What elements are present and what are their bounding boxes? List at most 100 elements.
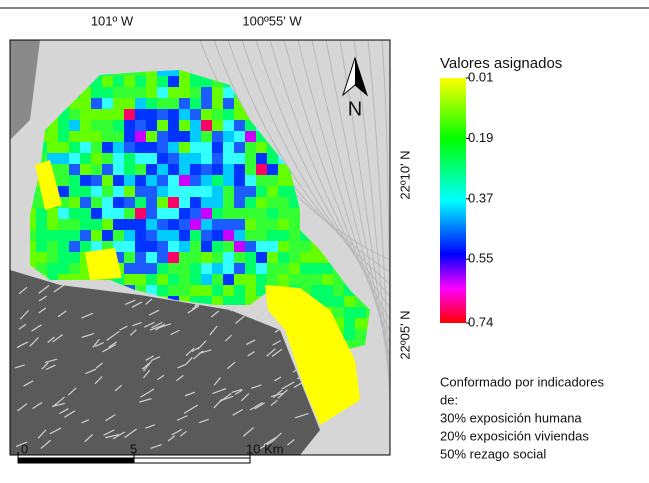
city-block <box>179 230 191 242</box>
city-block <box>267 230 279 242</box>
scale-label: 5 <box>130 441 137 456</box>
city-block <box>245 285 257 297</box>
city-block <box>278 252 290 264</box>
city-block <box>124 186 136 198</box>
city-block <box>190 87 202 99</box>
legend-title: Valores asignados <box>440 55 562 72</box>
city-block <box>223 252 235 264</box>
city-block <box>91 197 103 209</box>
city-block <box>212 285 224 297</box>
city-block <box>212 219 224 231</box>
city-block <box>80 164 92 176</box>
city-block <box>201 241 213 253</box>
city-block <box>201 164 213 176</box>
city-block <box>267 175 279 187</box>
city-block <box>102 87 114 99</box>
city-block <box>47 252 59 264</box>
color-bar <box>440 78 466 323</box>
city-block <box>135 142 147 154</box>
city-block <box>234 164 246 176</box>
city-block <box>69 263 81 275</box>
city-block <box>135 186 147 198</box>
city-block <box>256 274 268 286</box>
city-block <box>113 131 125 143</box>
city-block <box>91 142 103 154</box>
city-block <box>179 76 191 88</box>
city-block <box>135 219 147 231</box>
city-block <box>157 285 169 297</box>
city-block <box>223 142 235 154</box>
city-block <box>102 186 114 198</box>
city-block <box>91 87 103 99</box>
city-block <box>245 230 257 242</box>
city-block <box>212 263 224 275</box>
city-block <box>212 109 224 121</box>
city-block <box>168 230 180 242</box>
city-block <box>80 109 92 121</box>
city-block <box>234 230 246 242</box>
city-block <box>124 87 136 99</box>
city-block <box>212 153 224 165</box>
city-block <box>256 252 268 264</box>
city-block <box>179 263 191 275</box>
city-block <box>300 252 312 264</box>
city-block <box>289 263 301 275</box>
city-block <box>124 76 136 88</box>
city-block <box>201 274 213 286</box>
city-block <box>58 241 70 253</box>
city-block <box>135 131 147 143</box>
city-block <box>36 252 48 264</box>
city-block <box>355 329 367 341</box>
city-block <box>113 186 125 198</box>
city-block <box>245 186 257 198</box>
city-block <box>102 230 114 242</box>
city-block <box>47 230 59 242</box>
city-block <box>179 208 191 220</box>
city-block <box>146 87 158 99</box>
city-block <box>256 241 268 253</box>
city-block <box>113 175 125 187</box>
city-block <box>80 241 92 253</box>
city-block <box>212 142 224 154</box>
city-block <box>157 153 169 165</box>
city-block <box>234 175 246 187</box>
city-block <box>91 208 103 220</box>
city-block <box>146 120 158 132</box>
city-block <box>157 98 169 110</box>
city-block <box>245 197 257 209</box>
city-block <box>124 274 136 286</box>
city-block <box>289 219 301 231</box>
city-block <box>267 252 279 264</box>
city-block <box>124 142 136 154</box>
city-block <box>113 197 125 209</box>
city-block <box>102 109 114 121</box>
city-block <box>168 153 180 165</box>
city-block <box>102 98 114 110</box>
city-block <box>234 252 246 264</box>
city-block <box>146 98 158 110</box>
city-block <box>267 164 279 176</box>
city-block <box>190 285 202 297</box>
city-block <box>344 307 356 319</box>
city-block <box>157 252 169 264</box>
city-block <box>322 285 334 297</box>
city-block <box>245 153 257 165</box>
city-block <box>223 197 235 209</box>
city-block <box>267 208 279 220</box>
city-block <box>157 109 169 121</box>
city-block <box>168 241 180 253</box>
city-block <box>223 120 235 132</box>
city-block <box>91 186 103 198</box>
city-block <box>355 318 367 330</box>
city-block <box>69 120 81 132</box>
city-block <box>135 230 147 242</box>
city-block <box>234 219 246 231</box>
city-block <box>146 164 158 176</box>
note-line: Conformado por indicadores <box>440 374 605 389</box>
city-block <box>179 98 191 110</box>
city-block <box>278 219 290 231</box>
city-block <box>245 274 257 286</box>
city-block <box>157 274 169 286</box>
city-block <box>124 197 136 209</box>
note-line: de: <box>440 392 458 407</box>
